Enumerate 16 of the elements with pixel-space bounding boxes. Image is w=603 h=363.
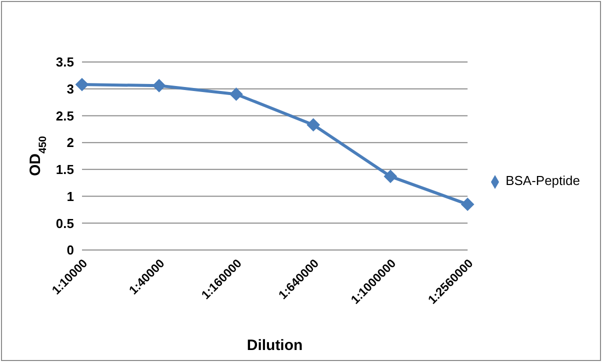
point — [461, 198, 474, 211]
y-tick-label: 0.5 — [56, 216, 74, 231]
point — [384, 170, 397, 183]
legend-label: BSA-Peptide — [506, 173, 580, 188]
y-tick-label: 2 — [66, 135, 74, 150]
y-tick-label: 0 — [66, 242, 74, 258]
point — [152, 79, 166, 92]
y-tick-label: 2.5 — [56, 108, 74, 124]
y-tick-label: 3.5 — [56, 54, 74, 70]
point — [306, 118, 320, 132]
x-axis-title: Dilution — [246, 337, 303, 354]
y-tick-label: 1.5 — [56, 162, 74, 178]
point — [76, 78, 88, 92]
y-tick-label: 3 — [66, 81, 74, 96]
y-tick-label: 1 — [66, 188, 74, 204]
point — [230, 88, 243, 101]
